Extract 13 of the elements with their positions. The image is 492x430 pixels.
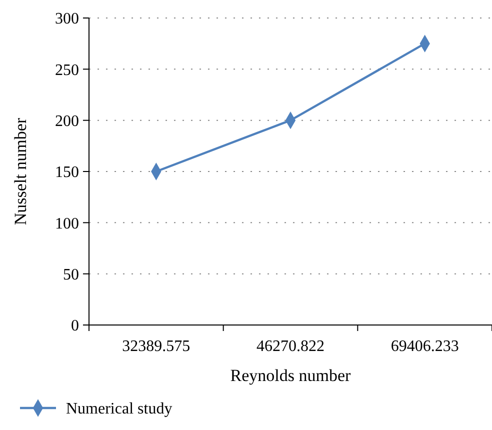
x-tick-label: 69406.233 — [390, 338, 459, 355]
x-tick-label: 32389.575 — [122, 338, 190, 355]
legend-label: Numerical study — [66, 400, 172, 418]
y-tick-label: 0 — [71, 318, 79, 335]
y-tick-label: 50 — [63, 266, 79, 284]
y-tick-label: 200 — [55, 112, 79, 130]
x-axis-title: Reynolds number — [230, 366, 352, 385]
y-tick-label: 250 — [55, 62, 79, 79]
y-axis-title: Nusselt number — [11, 118, 30, 226]
y-tick-label: 300 — [55, 10, 79, 28]
y-tick-label: 150 — [55, 164, 79, 182]
x-tick-label: 46270.822 — [256, 338, 324, 355]
y-tick-label: 100 — [55, 215, 79, 232]
